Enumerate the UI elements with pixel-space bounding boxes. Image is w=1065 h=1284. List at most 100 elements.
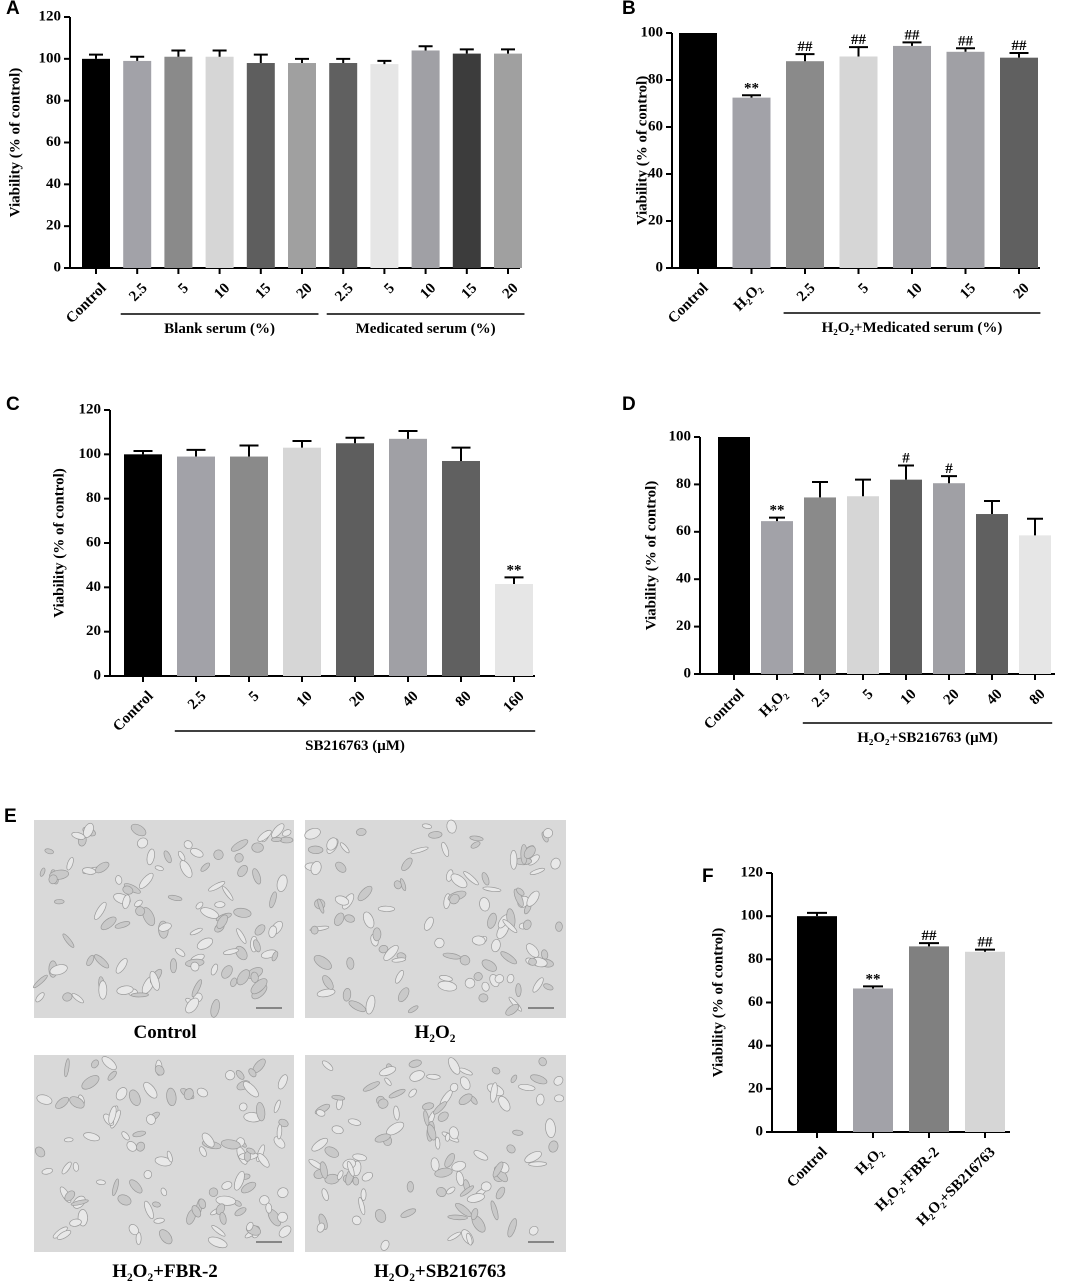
cell — [213, 849, 224, 860]
y-axis-label: Viability (% of control) — [710, 928, 726, 1078]
cell — [154, 1156, 172, 1167]
cell — [233, 907, 252, 918]
cell — [221, 965, 233, 979]
cell — [255, 1102, 266, 1122]
cell — [316, 1222, 325, 1233]
x-tick-label: 15 — [957, 280, 979, 302]
cell — [196, 937, 214, 950]
micrograph — [33, 820, 294, 1018]
cell — [362, 911, 375, 929]
cell — [388, 1088, 406, 1099]
cell — [495, 1186, 506, 1200]
cell — [142, 907, 156, 926]
cell — [34, 1146, 46, 1158]
y-tick-label: 100 — [39, 50, 62, 66]
cell — [257, 829, 272, 842]
x-tick-label: 10 — [904, 280, 926, 302]
cell — [470, 841, 481, 849]
annotation: ## — [978, 935, 994, 951]
cell — [545, 1118, 556, 1138]
cell — [122, 885, 134, 895]
cell — [427, 1124, 437, 1141]
cell — [196, 1087, 208, 1098]
bar — [205, 56, 234, 268]
y-tick-label: 20 — [676, 618, 691, 634]
cell — [190, 961, 200, 972]
bar — [933, 483, 965, 674]
bar — [761, 521, 793, 674]
cell — [101, 1056, 117, 1071]
cell — [108, 1105, 117, 1125]
error-bar — [133, 450, 153, 455]
cell — [378, 945, 389, 954]
cell — [55, 1096, 70, 1109]
cell — [516, 887, 525, 896]
error-bar — [919, 942, 939, 947]
cell — [86, 954, 95, 967]
cell — [163, 850, 172, 864]
cell — [64, 1058, 70, 1078]
cell — [216, 914, 228, 929]
cell — [98, 980, 108, 1000]
micrograph — [305, 1055, 566, 1252]
x-tick-label: H₂O₂ — [731, 280, 766, 315]
cell — [234, 1207, 247, 1217]
x-tick-label: 10 — [898, 686, 920, 708]
cell — [500, 951, 518, 965]
cell — [310, 925, 319, 935]
cell — [446, 819, 457, 834]
error-bar — [742, 94, 761, 98]
error-bar — [795, 53, 815, 62]
cell — [319, 1161, 328, 1179]
error-bar — [253, 53, 268, 64]
annotation: ## — [1012, 38, 1028, 54]
cell — [339, 842, 350, 854]
cell — [115, 875, 123, 885]
cell — [215, 1203, 226, 1215]
cell — [393, 1105, 400, 1121]
bar — [411, 50, 440, 268]
error-bar — [239, 444, 259, 457]
y-tick-label: 100 — [741, 908, 764, 924]
error-bar — [130, 55, 145, 61]
micrograph — [304, 819, 566, 1018]
group-label: Blank serum (%) — [164, 321, 275, 337]
error-bar — [451, 446, 471, 461]
cell — [208, 881, 226, 892]
cell — [128, 1089, 141, 1106]
y-tick-label: 80 — [748, 951, 763, 967]
cell — [322, 1060, 334, 1071]
cell — [466, 1232, 473, 1246]
cell — [458, 1093, 473, 1106]
cell — [384, 1077, 392, 1086]
cell — [185, 997, 200, 1014]
x-tick-label: 5 — [855, 280, 872, 297]
cell — [494, 974, 505, 984]
cell — [316, 1109, 326, 1117]
y-tick-label: 0 — [94, 667, 102, 683]
cell — [117, 1194, 132, 1206]
bar — [82, 58, 110, 269]
cell — [143, 1170, 153, 1179]
y-axis-label: Viability (% of control) — [643, 481, 659, 631]
cell — [400, 1208, 417, 1218]
error-bar — [807, 911, 827, 917]
cell — [434, 1167, 453, 1178]
cell — [48, 874, 58, 885]
cell — [326, 837, 338, 851]
cell — [491, 1067, 501, 1075]
x-tick-label: H₂O₂ — [852, 1144, 887, 1179]
cell — [189, 927, 203, 936]
cell — [553, 1076, 564, 1086]
cell — [200, 862, 211, 872]
x-tick-label: 40 — [400, 688, 422, 710]
cell — [524, 1151, 542, 1163]
cell — [177, 850, 186, 862]
cell — [523, 845, 536, 859]
cell — [210, 963, 219, 976]
cell — [316, 988, 336, 998]
cell — [397, 987, 410, 1003]
cell — [253, 939, 261, 953]
cell — [322, 975, 334, 990]
error-bar — [345, 436, 365, 444]
